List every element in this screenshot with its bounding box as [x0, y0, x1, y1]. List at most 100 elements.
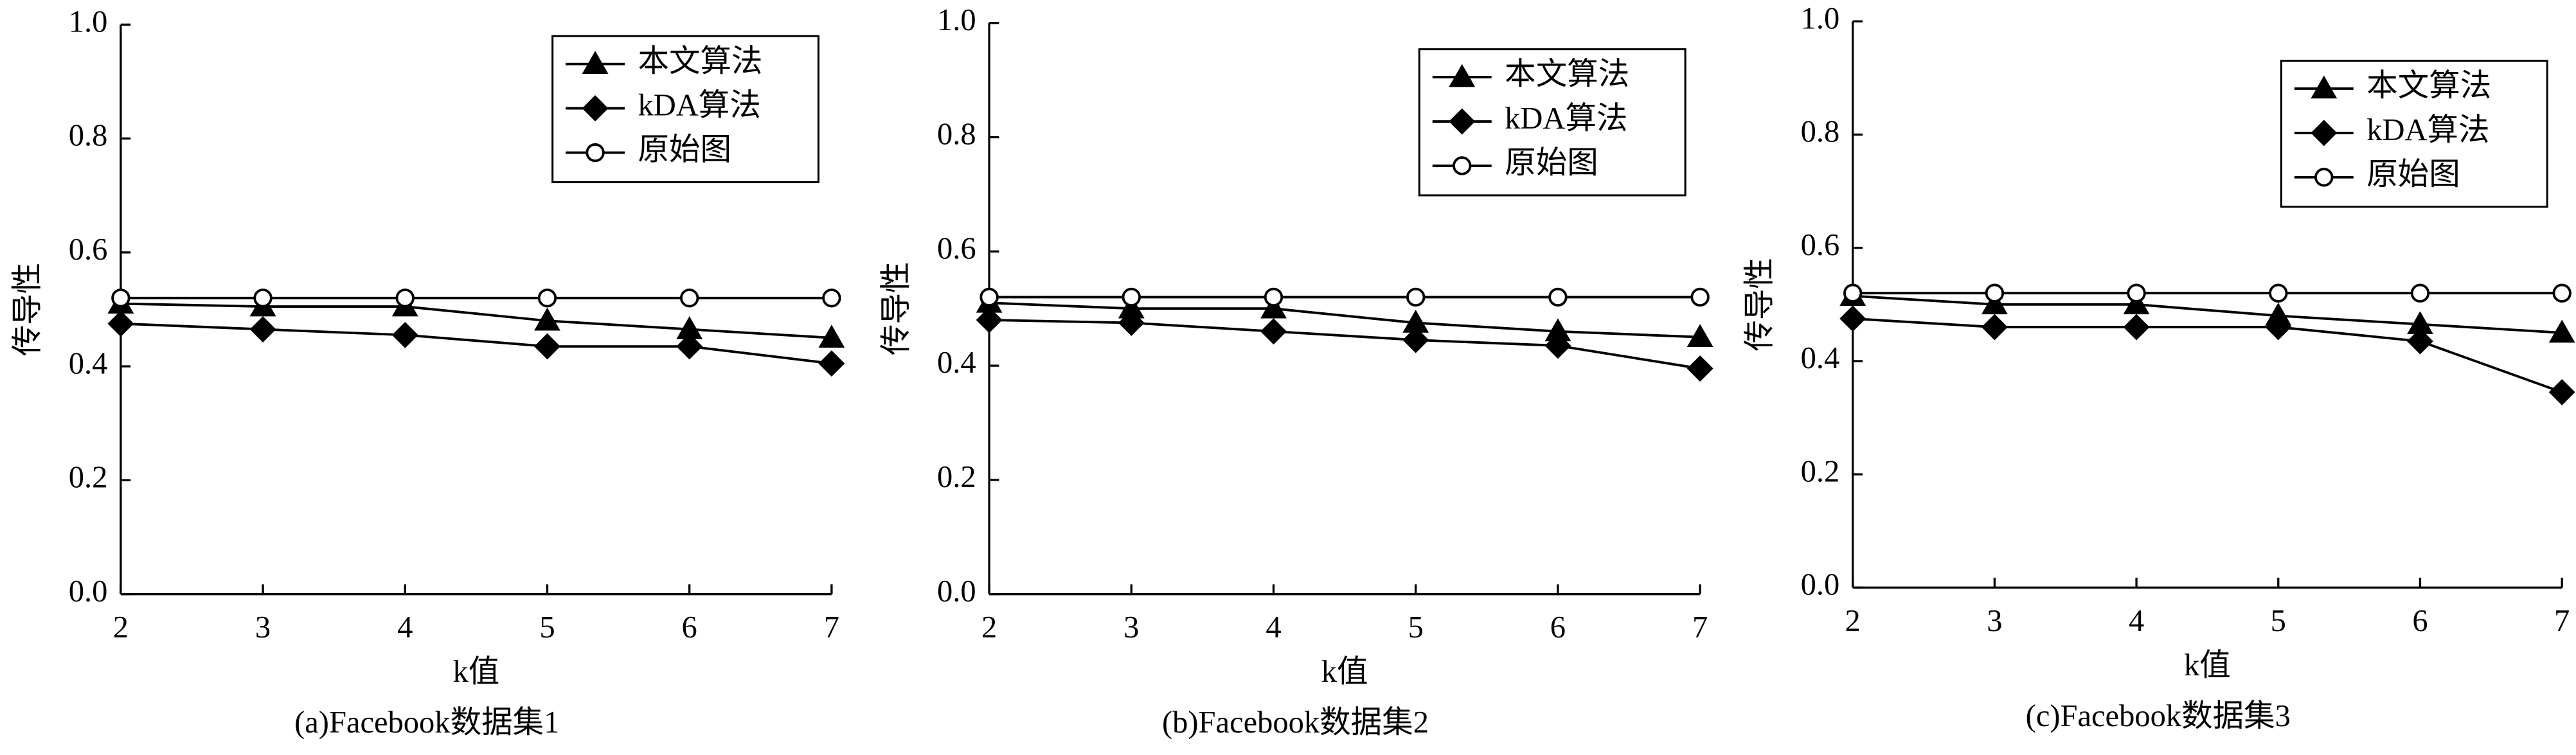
- marker-circle: [2410, 283, 2430, 303]
- legend-label: 本文算法: [1505, 57, 1629, 91]
- series-line: [989, 301, 1701, 339]
- marker-circle: [2269, 283, 2288, 303]
- marker-triangle: [2548, 319, 2575, 343]
- y-tick-label: 0.2: [937, 460, 976, 494]
- marker-diamond: [976, 306, 1003, 333]
- marker-diamond: [1449, 108, 1476, 135]
- caption: (b)Facebook数据集2: [1162, 706, 1429, 740]
- x-axis-label: k值: [1321, 655, 1368, 689]
- series-line: [989, 319, 1701, 370]
- marker-diamond: [818, 350, 845, 377]
- marker-triangle: [534, 307, 560, 331]
- x-tick-label: 2: [1845, 604, 1861, 638]
- panel: 0.0 0.2 0.4 0.6 0.8 1.0 2 3 4 5 6 7 k值 传导性 (c)Facebook…: [1742, 1, 2575, 733]
- marker-triangle: [1449, 64, 1476, 87]
- y-tick-label: 1.0: [1801, 1, 1840, 35]
- y-tick-label: 0.0: [69, 574, 108, 608]
- legend-label: kDA算法: [638, 89, 760, 123]
- caption: (c)Facebook数据集3: [2026, 699, 2291, 733]
- marker-diamond: [2311, 120, 2338, 147]
- marker-triangle: [676, 316, 703, 339]
- y-tick-label: 1.0: [937, 3, 976, 37]
- y-tick-label: 0.0: [937, 574, 976, 608]
- y-axis-label: 传导性: [1742, 258, 1776, 351]
- x-tick-label: 2: [113, 610, 129, 644]
- x-tick-label: 4: [1266, 610, 1281, 644]
- x-tick-label: 5: [1408, 610, 1424, 644]
- marker-diamond: [2123, 314, 2150, 341]
- y-tick-label: 0.4: [69, 346, 108, 380]
- panel: 0.0 0.2 0.4 0.6 0.8 1.0 2 3 4 5 6 7 k值 传导性 (a)Facebook…: [11, 4, 845, 740]
- marker-diamond: [1260, 318, 1287, 345]
- y-tick-label: 0.4: [1801, 341, 1840, 375]
- x-tick-label: 6: [682, 610, 697, 644]
- marker-triangle: [818, 324, 845, 348]
- x-axis-label: k值: [452, 655, 499, 689]
- marker-triangle: [1686, 324, 1713, 347]
- marker-circle: [1985, 283, 2005, 303]
- marker-diamond: [2265, 314, 2292, 341]
- marker-circle: [395, 289, 415, 308]
- y-tick-label: 0.2: [1801, 454, 1840, 488]
- y-axis-label: 传导性: [879, 262, 913, 355]
- marker-circle: [1843, 283, 1863, 303]
- marker-circle: [586, 143, 605, 163]
- marker-triangle: [2407, 311, 2433, 335]
- marker-circle: [1690, 287, 1710, 307]
- marker-triangle: [1118, 295, 1145, 319]
- marker-circle: [822, 289, 841, 308]
- marker-circle: [1548, 287, 1568, 307]
- marker-triangle: [2123, 291, 2150, 315]
- y-tick-label: 0.4: [937, 346, 976, 380]
- marker-diamond: [1118, 310, 1145, 336]
- y-tick-label: 0.6: [1801, 228, 1840, 262]
- panel: 0.0 0.2 0.4 0.6 0.8 1.0 2 3 4 5 6 7 k值 传导性 (b)Facebook…: [879, 3, 1713, 740]
- y-tick-label: 0.8: [1801, 115, 1840, 149]
- marker-circle: [2552, 283, 2572, 303]
- y-tick-label: 0.8: [69, 119, 108, 153]
- series-line: [120, 302, 832, 339]
- y-tick-label: 0.6: [69, 233, 108, 267]
- x-tick-label: 3: [1123, 610, 1139, 644]
- legend-label: 本文算法: [638, 44, 762, 78]
- marker-triangle: [2311, 75, 2338, 99]
- marker-circle: [1122, 287, 1141, 307]
- legend-label: 原始图: [1505, 146, 1598, 180]
- marker-diamond: [1839, 305, 1866, 332]
- legend-label: 原始图: [2366, 157, 2460, 191]
- marker-circle: [253, 289, 273, 308]
- y-tick-label: 0.8: [937, 118, 976, 152]
- x-tick-label: 3: [255, 610, 271, 644]
- legend-label: kDA算法: [2366, 113, 2489, 147]
- marker-diamond: [676, 333, 703, 360]
- x-tick-label: 4: [2129, 604, 2144, 638]
- marker-circle: [537, 289, 557, 308]
- marker-diamond: [1981, 314, 2008, 341]
- x-tick-label: 2: [981, 610, 997, 644]
- legend-label: kDA算法: [1505, 102, 1627, 136]
- marker-diamond: [2548, 378, 2575, 405]
- legend-label: 原始图: [638, 133, 731, 167]
- y-tick-label: 0.6: [937, 231, 976, 265]
- marker-triangle: [1260, 295, 1287, 319]
- marker-diamond: [391, 321, 418, 348]
- series-line: [1852, 294, 2563, 334]
- y-axis-label: 传导性: [11, 263, 45, 357]
- marker-diamond: [582, 95, 609, 122]
- marker-circle: [2314, 168, 2334, 187]
- x-tick-label: 7: [1692, 610, 1708, 644]
- x-tick-label: 4: [397, 610, 413, 644]
- marker-circle: [2127, 283, 2146, 303]
- x-tick-label: 6: [2412, 604, 2428, 638]
- marker-triangle: [1402, 310, 1429, 333]
- marker-triangle: [1981, 291, 2008, 315]
- series-line: [1852, 317, 2563, 394]
- y-tick-label: 0.2: [69, 461, 108, 495]
- marker-circle: [111, 289, 130, 308]
- x-tick-label: 7: [2554, 604, 2570, 638]
- marker-circle: [979, 287, 999, 307]
- marker-circle: [679, 289, 699, 308]
- x-tick-label: 3: [1987, 604, 2002, 638]
- marker-diamond: [107, 310, 134, 337]
